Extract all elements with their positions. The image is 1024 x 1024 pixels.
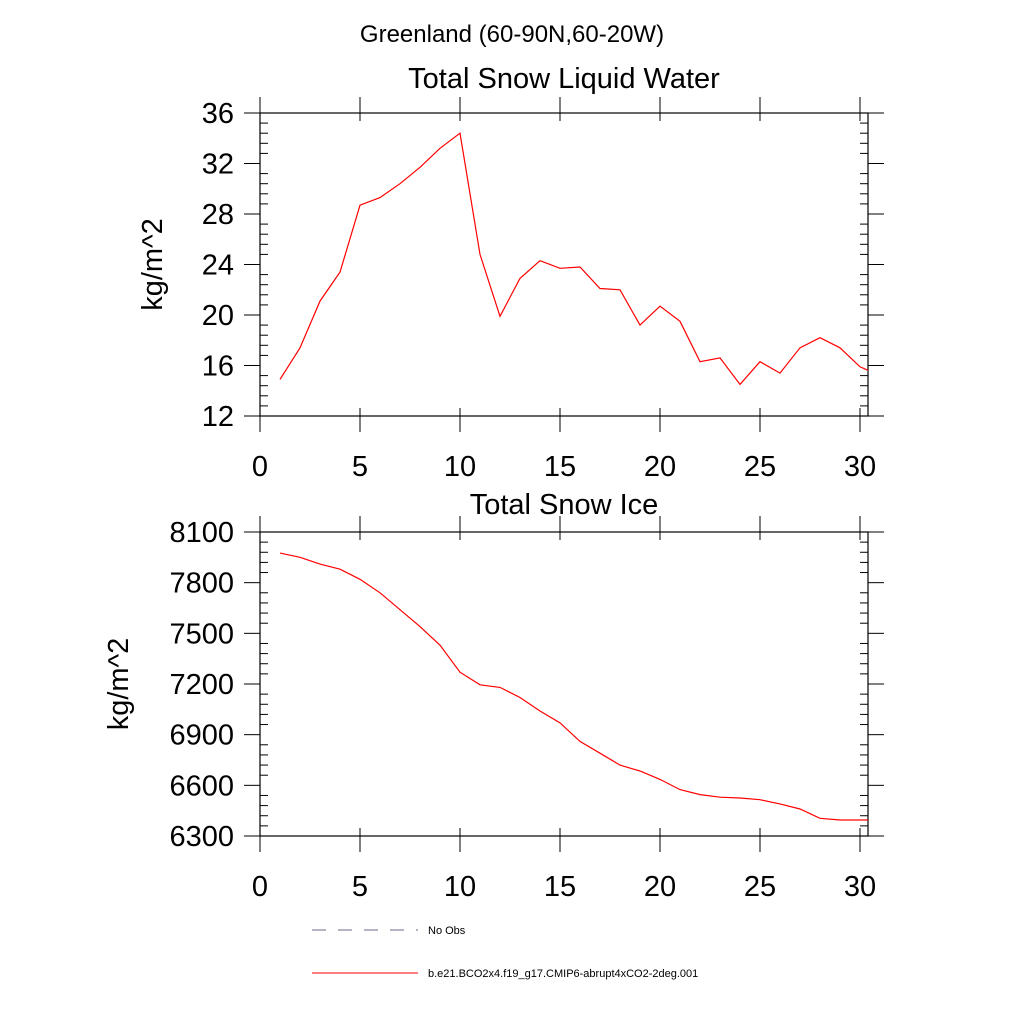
x-tick-label: 10	[444, 871, 476, 903]
y-tick-label: 6900	[169, 720, 234, 752]
panel-total-snow-ice: Total Snow Ice kg/m^2 0 5 10 15 20 25 30 6300 6600…	[103, 489, 884, 903]
y-tick-label: 28	[202, 199, 234, 231]
y-axis-label: kg/m^2	[103, 638, 135, 731]
x-tick-label: 15	[544, 871, 576, 903]
y-tick-label: 8100	[169, 517, 234, 549]
x-tick-label: 0	[252, 451, 268, 483]
legend: No Obs b.e21.BCO2x4.f19_g17.CMIP6-abrupt…	[312, 925, 698, 980]
chart-title: Total Snow Liquid Water	[408, 63, 720, 95]
x-tick-label: 10	[444, 451, 476, 483]
x-tick-label: 20	[644, 871, 676, 903]
y-axis-label: kg/m^2	[137, 218, 169, 311]
x-tick-label: 0	[252, 871, 268, 903]
panel-total-snow-liquid-water: Total Snow Liquid Water kg/m^2 0 5 10 15 20 25 3…	[137, 63, 884, 483]
series-line	[279, 132, 868, 386]
x-tick-label: 25	[744, 451, 776, 483]
y-tick-label: 7500	[169, 618, 234, 650]
series-line	[279, 552, 868, 821]
plot-frame	[259, 112, 869, 417]
page-title: Greenland (60-90N,60-20W)	[360, 21, 664, 48]
chart-title: Total Snow Ice	[470, 489, 659, 521]
x-tick-label: 5	[352, 451, 368, 483]
x-tick-label: 20	[644, 451, 676, 483]
y-tick-label: 36	[202, 98, 234, 130]
y-tick-label: 7800	[169, 568, 234, 600]
y-tick-label: 24	[202, 250, 234, 282]
legend-label-no-obs: No Obs	[428, 925, 466, 937]
x-tick-label: 30	[844, 871, 876, 903]
x-tick-label: 5	[352, 871, 368, 903]
plot-frame	[259, 531, 869, 837]
legend-label-model: b.e21.BCO2x4.f19_g17.CMIP6-abrupt4xCO2-2…	[428, 968, 698, 980]
y-tick-label: 16	[202, 351, 234, 383]
y-tick-label: 12	[202, 401, 234, 433]
x-tick-label: 15	[544, 451, 576, 483]
y-tick-label: 6300	[169, 821, 234, 853]
x-tick-label: 25	[744, 871, 776, 903]
x-tick-label: 30	[844, 451, 876, 483]
y-tick-label: 7200	[169, 669, 234, 701]
y-tick-label: 32	[202, 149, 234, 181]
y-tick-label: 6600	[169, 770, 234, 802]
y-tick-label: 20	[202, 300, 234, 332]
